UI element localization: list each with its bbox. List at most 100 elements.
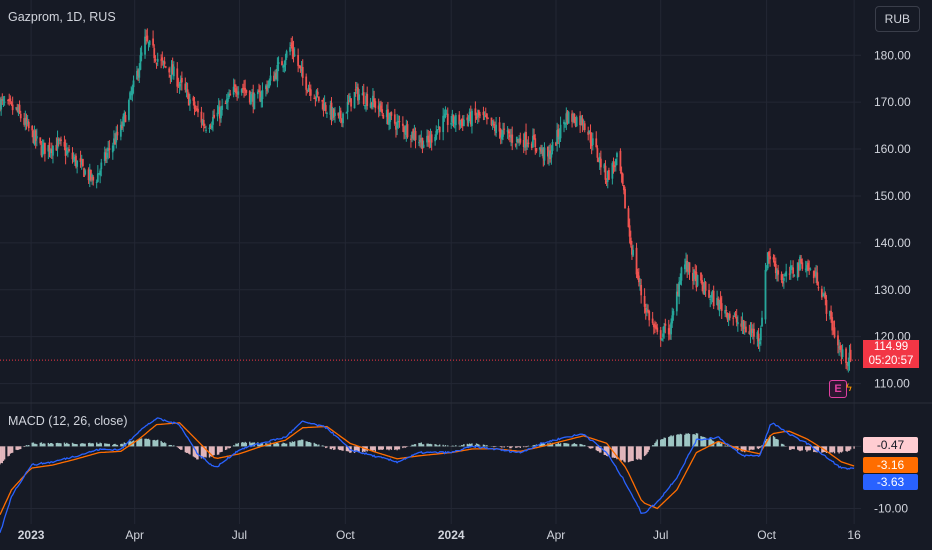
candle-body: [274, 73, 277, 80]
candle-body: [140, 52, 143, 56]
candle-body: [50, 148, 53, 153]
candle-body: [773, 261, 776, 267]
candle-body: [500, 134, 503, 140]
candle-body: [492, 123, 495, 126]
candle-body: [613, 165, 616, 168]
candle-body: [817, 287, 820, 289]
candle-body: [65, 150, 68, 154]
candle-body: [482, 111, 485, 116]
candle-body: [1, 99, 4, 101]
macd-indicator-title[interactable]: MACD (12, 26, close): [8, 414, 128, 428]
candle-body: [772, 257, 775, 260]
candle-body: [446, 113, 449, 125]
candle-body: [656, 327, 659, 332]
candle-body: [377, 105, 380, 110]
candle-body: [244, 87, 247, 91]
price-candles: [0, 28, 852, 373]
candle-body: [677, 291, 679, 295]
candle-body: [679, 280, 682, 285]
candle-body: [322, 103, 325, 111]
macd-pane: [0, 417, 861, 533]
currency-button[interactable]: RUB: [874, 6, 920, 32]
macd-axis[interactable]: -10.00: [874, 501, 908, 515]
price-tick-label: 150.00: [874, 189, 911, 203]
candle-body: [193, 101, 196, 109]
candle-body: [217, 106, 220, 114]
candle-body: [631, 246, 633, 255]
candle-body: [194, 109, 197, 111]
candle-body: [374, 101, 377, 109]
candle-body: [339, 110, 342, 119]
candle-body: [129, 92, 131, 99]
candle-body: [582, 125, 585, 127]
candle-body: [171, 64, 174, 75]
candle-body: [15, 107, 18, 109]
candle-body: [276, 64, 279, 82]
candle-body: [765, 269, 768, 271]
candle-body: [162, 61, 165, 63]
candle-body: [221, 105, 224, 110]
candle-body: [644, 307, 647, 313]
candle-body: [180, 77, 183, 83]
candle-body: [759, 328, 762, 341]
candle-body: [702, 285, 705, 294]
candle-body: [362, 92, 365, 105]
candle-body: [232, 86, 235, 95]
candle-body: [717, 298, 720, 310]
candle-body: [342, 113, 344, 124]
candle-body: [321, 99, 324, 102]
candle-body: [557, 129, 560, 138]
time-axis[interactable]: 2023 Apr Jul Oct 2024 Apr Jul Oct 16: [18, 528, 861, 542]
candle-body: [202, 119, 205, 127]
candle-body: [550, 153, 553, 158]
candle-body: [548, 151, 550, 158]
candle-body: [491, 121, 494, 125]
candle-body: [104, 152, 107, 159]
candle-body: [314, 97, 317, 99]
time-tick-label: 2024: [438, 528, 465, 542]
candle-body: [258, 90, 260, 93]
candle-body: [332, 109, 335, 117]
candle-body: [2, 99, 5, 102]
candle-body: [266, 86, 268, 91]
candle-body: [8, 99, 11, 101]
candle-body: [67, 151, 69, 153]
time-tick-label: Oct: [336, 528, 355, 542]
candle-body: [261, 90, 264, 99]
candle-body: [776, 269, 778, 276]
candle-body: [469, 112, 472, 125]
candle-body: [10, 102, 13, 104]
candle-body: [378, 103, 381, 112]
candle-body: [646, 309, 648, 311]
candle-body: [567, 112, 570, 124]
candle-body: [49, 150, 52, 154]
candle-body: [443, 115, 446, 118]
candle-body: [111, 145, 114, 153]
candle-body: [579, 115, 582, 126]
candle-body: [58, 139, 61, 141]
macd-line: [0, 417, 855, 533]
candle-body: [823, 293, 826, 297]
candle-body: [632, 249, 634, 256]
candle-body: [820, 288, 823, 298]
candle-body: [514, 144, 517, 146]
candle-body: [543, 147, 546, 161]
candle-body: [744, 326, 747, 333]
candle-body: [450, 122, 453, 125]
earnings-badge[interactable]: E: [829, 380, 847, 398]
candle-body: [297, 55, 300, 66]
candle-body: [769, 256, 771, 260]
candle-body: [95, 181, 98, 183]
candle-body: [216, 112, 219, 117]
candle-body: [233, 84, 236, 87]
candle-body: [675, 291, 678, 312]
candle-body: [108, 148, 111, 150]
candle-body: [654, 324, 656, 328]
dividend-lightning-icon[interactable]: ϟ: [846, 382, 852, 394]
candle-body: [812, 271, 815, 279]
candle-body: [777, 270, 780, 275]
candle-body: [395, 125, 397, 130]
candle-body: [519, 138, 522, 143]
candle-body: [815, 271, 818, 279]
